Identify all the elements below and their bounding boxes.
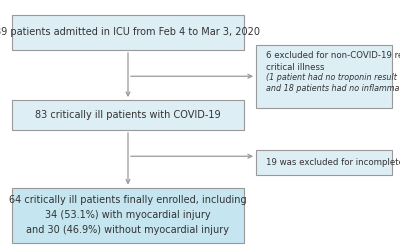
Text: 89 patients admitted in ICU from Feb 4 to Mar 3, 2020: 89 patients admitted in ICU from Feb 4 t…: [0, 28, 260, 38]
Text: 83 critically ill patients with COVID-19: 83 critically ill patients with COVID-19: [35, 110, 221, 120]
Text: 19 was excluded for incomplete data: 19 was excluded for incomplete data: [266, 158, 400, 167]
FancyBboxPatch shape: [256, 150, 392, 175]
FancyBboxPatch shape: [12, 15, 244, 50]
Text: (1 patient had no troponin result
and 18 patients had no inflammatory cytokines): (1 patient had no troponin result and 18…: [266, 72, 400, 93]
Text: 6 excluded for non-COVID-19 related
critical illness: 6 excluded for non-COVID-19 related crit…: [266, 51, 400, 72]
FancyBboxPatch shape: [12, 100, 244, 130]
FancyBboxPatch shape: [256, 45, 392, 108]
FancyBboxPatch shape: [12, 188, 244, 242]
Text: 64 critically ill patients finally enrolled, including
34 (53.1%) with myocardia: 64 critically ill patients finally enrol…: [9, 195, 247, 235]
